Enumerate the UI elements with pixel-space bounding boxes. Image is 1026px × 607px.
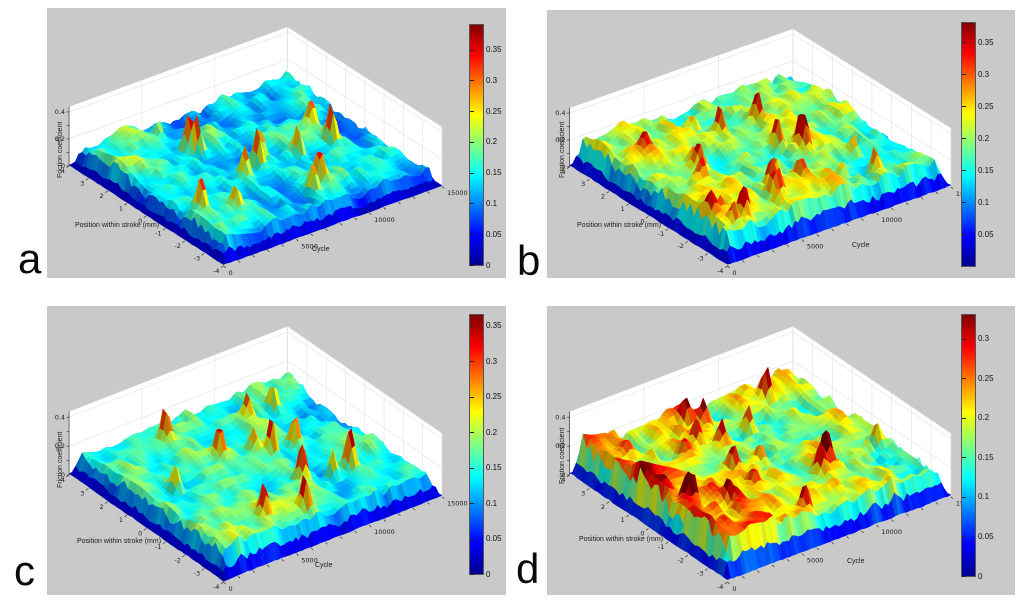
x-axis-label-d: Position within stroke (mm) xyxy=(579,536,664,543)
colorbar-tick-mark xyxy=(470,80,474,82)
colorbar-tick-label: 0 xyxy=(978,571,983,581)
colorbar-tick-label: 0 xyxy=(486,260,491,270)
y-axis-label-c: Cycle xyxy=(315,562,333,569)
colorbar-tick-label: 0.3 xyxy=(486,356,498,366)
panel-letter-d: d xyxy=(516,545,540,592)
colorbar-tick-label: 0.1 xyxy=(486,198,498,208)
colorbar-tick-label: 0.15 xyxy=(486,168,502,178)
colorbar-tick-mark xyxy=(962,536,966,538)
colorbar-tick-mark xyxy=(962,338,966,340)
colorbar-tick-label: 0.2 xyxy=(978,413,990,423)
colorbar-tick-label: 0.1 xyxy=(486,498,498,508)
colorbar-tick-mark xyxy=(962,576,966,577)
colorbar-tick-mark xyxy=(470,265,474,266)
x-axis-label-c: Position within stroke (mm) xyxy=(77,538,162,545)
subplot-a: Friction coefficient Position within str… xyxy=(47,8,506,278)
colorbar-tick-label: 0.2 xyxy=(978,133,990,143)
colorbar-tick-mark xyxy=(470,432,474,434)
colorbar-tick-mark xyxy=(470,503,474,505)
colorbar-tick-mark xyxy=(470,396,474,398)
colorbar-tick-label: 0.25 xyxy=(486,392,502,402)
colorbar-tick-mark xyxy=(962,138,966,140)
colorbar-tick-label: 0.25 xyxy=(978,101,994,111)
colorbar-tick-label: 0.3 xyxy=(486,75,498,85)
colorbar-tick-mark xyxy=(470,172,474,174)
colorbar-b: 0.35 0.3 0.25 0.2 0.15 0.1 0.05 xyxy=(961,22,994,267)
colorbar-a: 0.35 0.3 0.25 0.2 0.15 0.1 0.05 0 xyxy=(469,24,502,269)
colorbar-tick-label: 0.1 xyxy=(978,197,990,207)
surface-plot-canvas-a xyxy=(47,8,506,278)
colorbar-tick-mark xyxy=(962,496,966,498)
colorbar-tick-label: 0.15 xyxy=(978,452,994,462)
colorbar-tick-mark xyxy=(470,203,474,205)
colorbar-tick-mark xyxy=(962,457,966,459)
z-axis-label-b: Friction coefficient xyxy=(559,121,566,178)
surface-plot-canvas-c xyxy=(47,306,506,595)
colorbar-tick-label: 0 xyxy=(486,569,491,579)
colorbar-tick-mark xyxy=(470,325,474,327)
z-axis-label-c: Friction coefficient xyxy=(57,431,64,488)
colorbar-tick-mark xyxy=(962,202,966,204)
surface-plot-canvas-d xyxy=(547,306,1015,595)
colorbar-c: 0.35 0.3 0.25 0.2 0.15 0.1 0.05 0 xyxy=(469,314,502,578)
colorbar-tick-mark xyxy=(962,170,966,172)
surface-plot-canvas-b xyxy=(547,10,1015,278)
colorbar-tick-label: 0.2 xyxy=(486,137,498,147)
panel-letter-b: b xyxy=(517,237,541,284)
colorbar-tick-mark xyxy=(962,378,966,380)
panel-letter-a: a xyxy=(18,235,42,282)
colorbar-d: 0.3 0.25 0.2 0.15 0.1 0.05 0 xyxy=(961,314,994,580)
colorbar-tick-label: 0.35 xyxy=(978,37,994,47)
colorbar-tick-mark xyxy=(962,417,966,419)
colorbar-tick-mark xyxy=(470,234,474,236)
colorbar-tick-label: 0.2 xyxy=(486,427,498,437)
colorbar-tick-mark xyxy=(470,467,474,469)
panel-letter-c: c xyxy=(14,547,35,594)
colorbar-tick-label: 0.05 xyxy=(486,229,502,239)
colorbar-tick-label: 0.25 xyxy=(978,373,994,383)
colorbar-tick-mark xyxy=(470,538,474,540)
colorbar-tick-mark xyxy=(962,74,966,76)
colorbar-tick-label: 0.25 xyxy=(486,106,502,116)
colorbar-tick-label: 0.1 xyxy=(978,492,990,502)
colorbar-tick-mark xyxy=(470,111,474,113)
colorbar-tick-mark xyxy=(470,574,474,575)
colorbar-tick-mark xyxy=(470,361,474,363)
colorbar-tick-label: 0.05 xyxy=(978,229,994,239)
colorbar-tick-mark xyxy=(470,49,474,51)
colorbar-tick-label: 0.3 xyxy=(978,334,990,344)
subplot-d: Friction coefficient Position within str… xyxy=(547,306,1015,595)
colorbar-tick-mark xyxy=(470,141,474,143)
z-axis-label-d: Friction coefficient xyxy=(559,427,566,484)
colorbar-tick-label: 0.15 xyxy=(978,165,994,175)
colorbar-tick-mark xyxy=(962,234,966,236)
y-axis-label-d: Cycle xyxy=(847,558,865,565)
colorbar-tick-mark xyxy=(962,42,966,44)
x-axis-label-b: Position within stroke (mm) xyxy=(577,222,662,229)
colorbar-tick-label: 0.35 xyxy=(486,321,502,331)
colorbar-tick-mark xyxy=(962,106,966,108)
colorbar-tick-label: 0.05 xyxy=(486,534,502,544)
y-axis-label-a: Cycle xyxy=(312,246,330,253)
z-axis-label-a: Friction coefficient xyxy=(57,121,64,178)
colorbar-tick-label: 0.35 xyxy=(486,45,502,55)
colorbar-tick-label: 0.3 xyxy=(978,69,990,79)
colorbar-tick-label: 0.05 xyxy=(978,531,994,541)
x-axis-label-a: Position within stroke (mm) xyxy=(75,222,160,229)
subplot-c: Friction coefficient Position within str… xyxy=(47,306,506,595)
subplot-b: Friction coefficient Position within str… xyxy=(547,10,1015,278)
colorbar-tick-label: 0.15 xyxy=(486,463,502,473)
y-axis-label-b: Cycle xyxy=(852,242,870,249)
